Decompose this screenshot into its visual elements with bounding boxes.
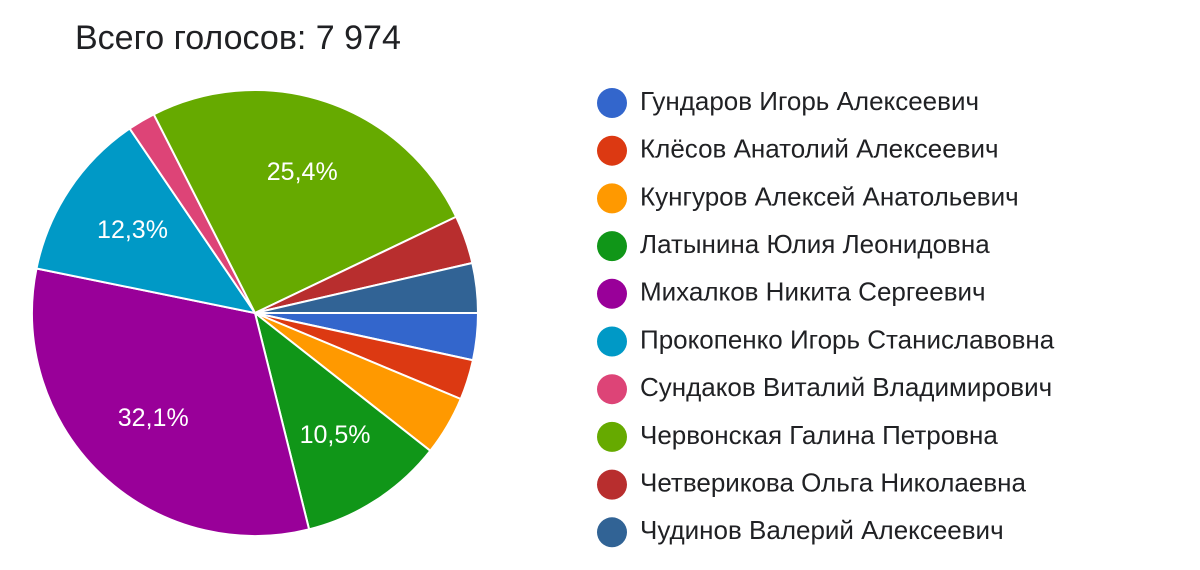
legend-marker (597, 135, 627, 166)
legend-label: Червонская Галина Петровна (640, 420, 998, 450)
legend-marker (597, 517, 627, 548)
legend-label: Латынина Юлия Леонидовна (640, 229, 990, 259)
legend-marker (597, 374, 627, 405)
slice-label: 25,4% (267, 158, 338, 186)
legend-label: Прокопенко Игорь Станиславовна (640, 324, 1055, 354)
chart-title: Всего голосов: 7 974 (75, 19, 401, 57)
slice-label: 10,5% (300, 421, 371, 449)
pie-slice (31, 267, 311, 537)
legend-label: Михалков Никита Сергеевич (640, 277, 986, 307)
legend-marker (597, 88, 627, 118)
legend-label: Чудинов Валерий Алексеевич (640, 515, 1004, 545)
slice-label: 12,3% (97, 216, 168, 244)
legend-label: Клёсов Анатолий Алексеевич (640, 134, 999, 164)
pie-slice (254, 261, 480, 314)
pie-slice (152, 89, 458, 315)
legend-label: Кунгуров Алексей Анатольевич (640, 181, 1019, 211)
legend-marker (597, 183, 627, 214)
pie-slice (253, 310, 432, 531)
pie-slice (35, 127, 258, 315)
legend-label: Сундаков Виталий Владимирович (640, 372, 1052, 402)
legend-marker (597, 278, 627, 309)
legend-label: Гундаров Игорь Алексеевич (640, 86, 979, 116)
legend-marker (597, 421, 627, 452)
legend-marker (597, 326, 627, 357)
legend-marker (597, 231, 627, 262)
slice-label: 32,1% (118, 404, 189, 432)
legend-marker (597, 469, 627, 500)
legend-label: Четверикова Ольга Николаевна (640, 467, 1026, 497)
